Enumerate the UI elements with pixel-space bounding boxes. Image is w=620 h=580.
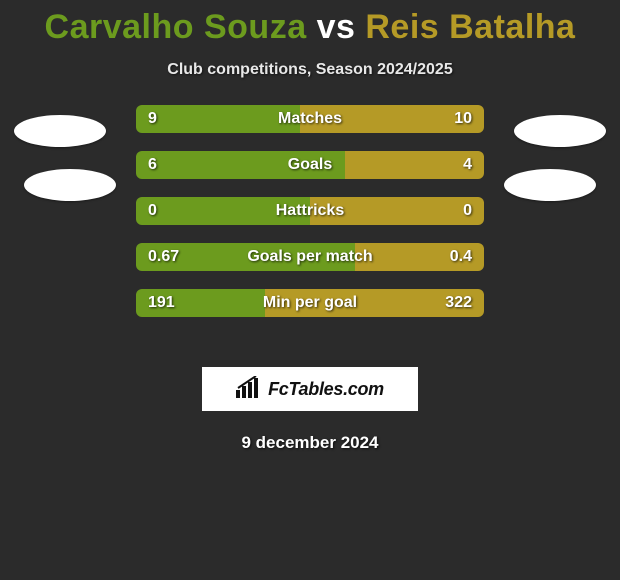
stat-bars: 910Matches 64Goals 00Hattricks 0.670.4Goals… <box>136 105 484 335</box>
title-player1: Carvalho Souza <box>45 8 307 46</box>
date-text: 9 december 2024 <box>0 433 620 453</box>
stat-row: 64Goals <box>136 151 484 179</box>
stats-arena: 910Matches64Goals00Hattricks0.670.4Goals… <box>0 115 620 345</box>
chart-icon <box>236 376 262 403</box>
stat-row: 910Matches <box>136 105 484 133</box>
page-title: Carvalho Souza vs Reis Batalha <box>0 0 620 47</box>
player1-badge-secondary <box>24 169 116 201</box>
stat-label: Matches <box>136 105 484 133</box>
stat-row: 191322Min per goal <box>136 289 484 317</box>
title-player2: Reis Batalha <box>365 8 575 46</box>
branding-badge: FcTables.com <box>202 367 418 411</box>
player1-badge-primary <box>14 115 106 147</box>
stat-row: 00Hattricks <box>136 197 484 225</box>
player2-badge-secondary <box>504 169 596 201</box>
title-vs: vs <box>317 8 356 46</box>
stat-label: Goals per match <box>136 243 484 271</box>
stat-row: 0.670.4Goals per match <box>136 243 484 271</box>
stat-label: Goals <box>136 151 484 179</box>
subtitle: Club competitions, Season 2024/2025 <box>0 61 620 79</box>
comparison-card: Carvalho Souza vs Reis Batalha Club comp… <box>0 0 620 580</box>
branding-text: FcTables.com <box>268 379 384 400</box>
stat-label: Min per goal <box>136 289 484 317</box>
stat-label: Hattricks <box>136 197 484 225</box>
player2-badge-primary <box>514 115 606 147</box>
